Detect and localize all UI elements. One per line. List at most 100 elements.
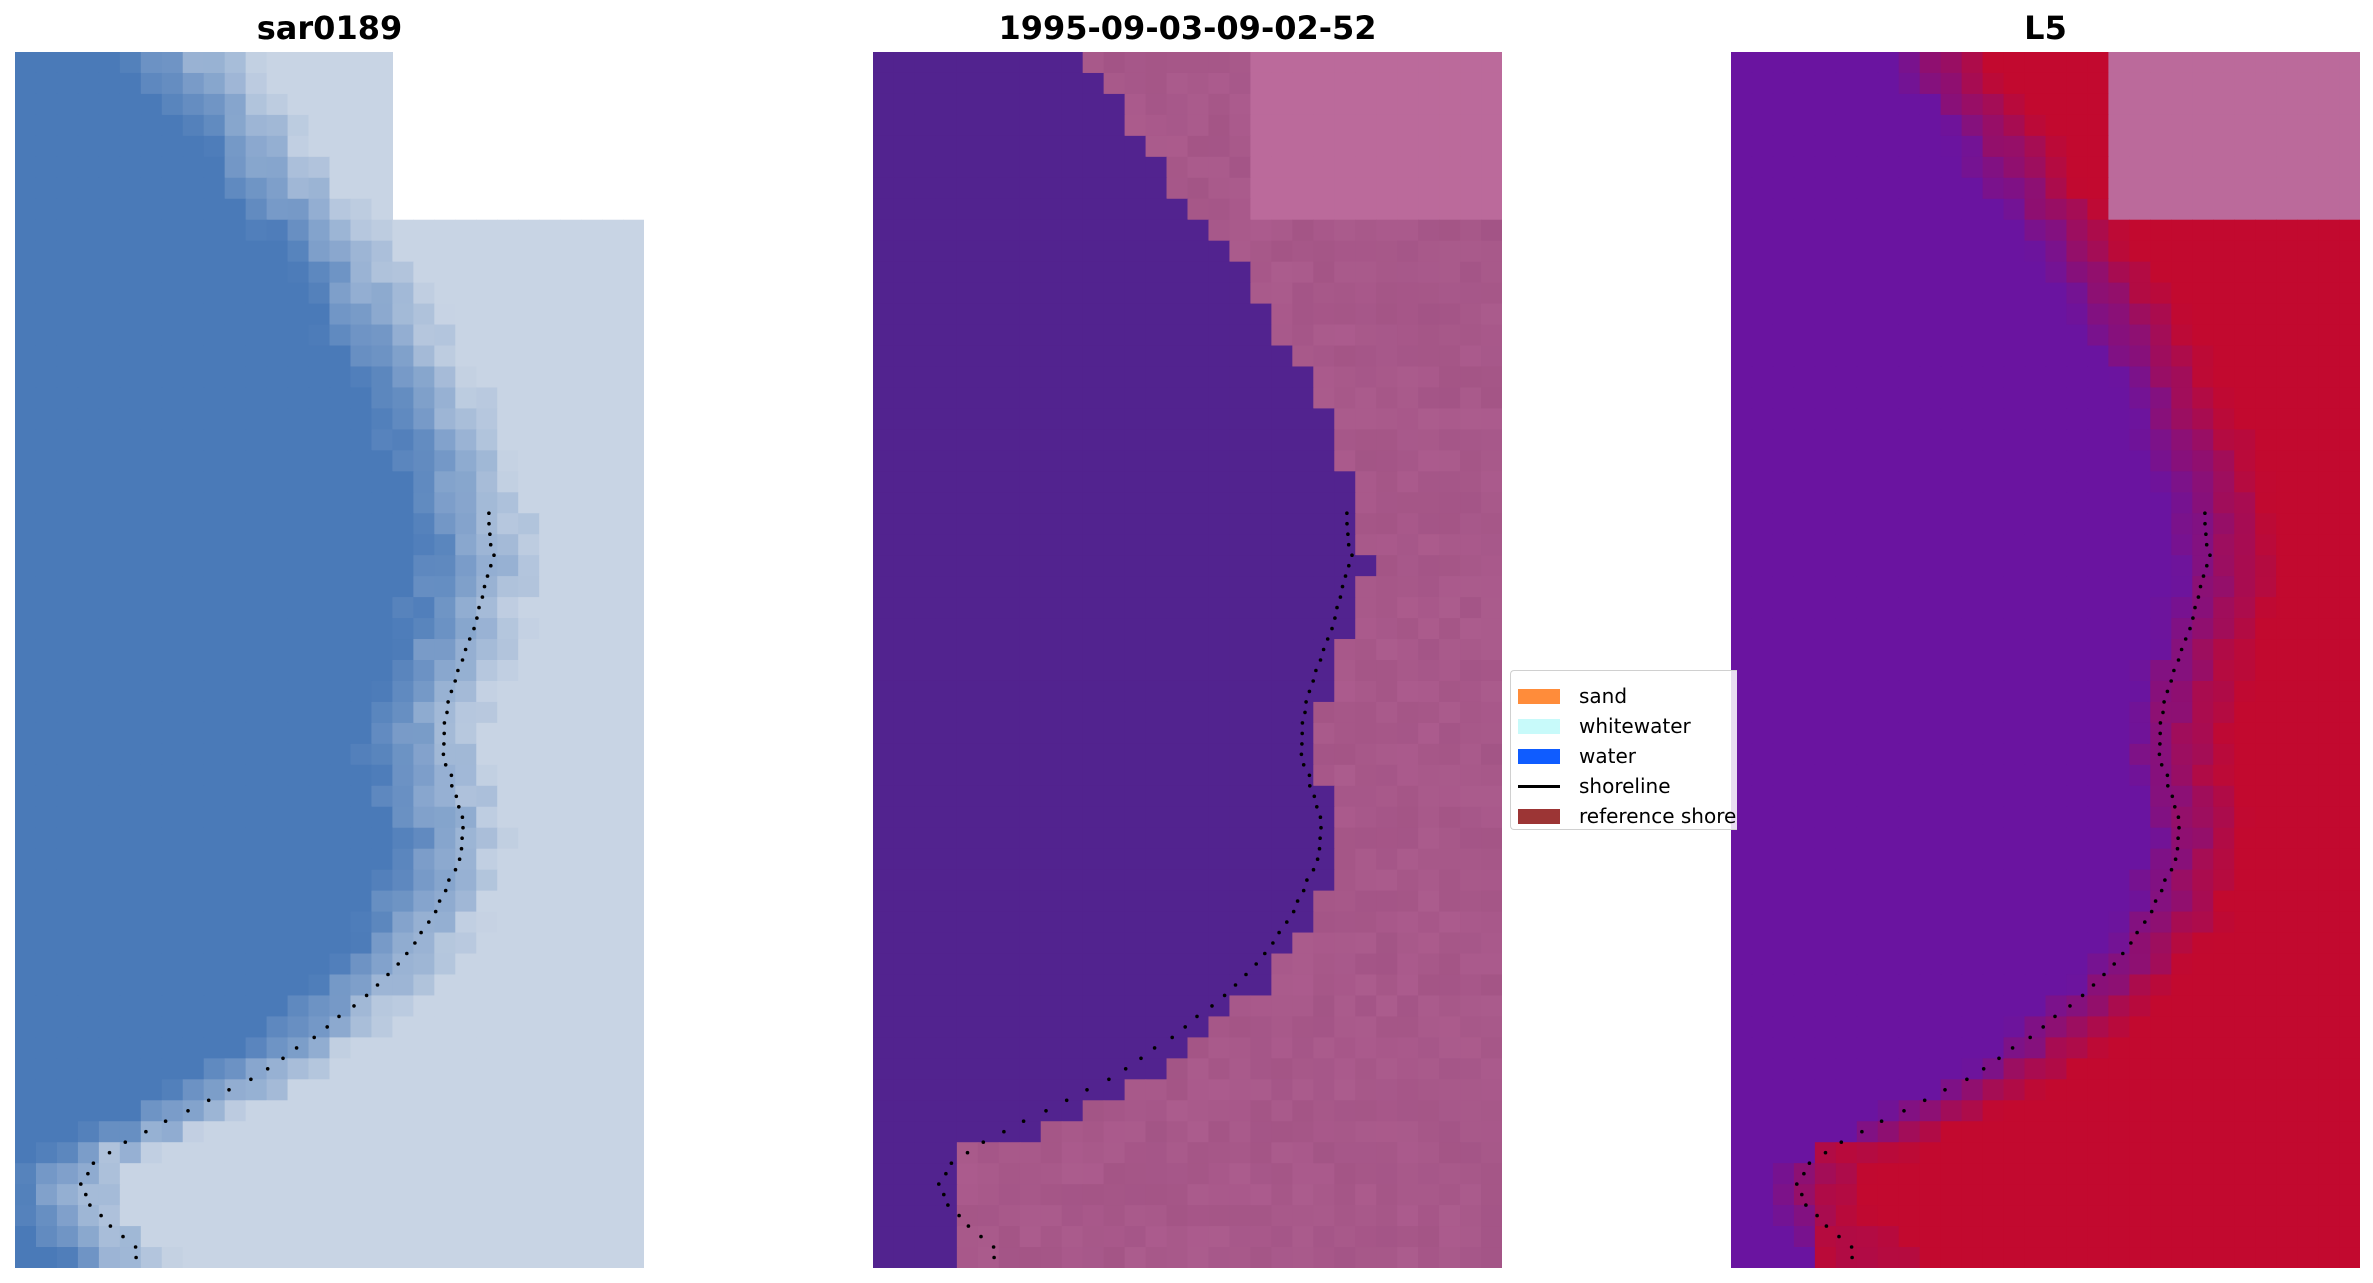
pixel-cell: [56, 1163, 79, 1185]
pixel-cell: [476, 576, 498, 598]
pixel-cell: [581, 240, 603, 263]
pixel-cell: [956, 282, 979, 305]
pixel-cell: [1019, 135, 1042, 158]
pixel-cell: [1166, 597, 1189, 619]
pixel-cell: [434, 1121, 456, 1143]
pixel-cell: [455, 576, 477, 598]
pixel-cell: [140, 974, 163, 997]
pixel-cell: [476, 869, 498, 892]
pixel-cell: [893, 429, 916, 451]
pixel-cell: [1418, 408, 1440, 430]
pixel-cell: [392, 492, 414, 514]
pixel-cell: [1229, 890, 1251, 913]
pixel-cell: [35, 1058, 58, 1080]
pixel-cell: [1376, 1079, 1398, 1101]
pixel-cell: [182, 1226, 205, 1248]
pixel-cell: [977, 701, 1000, 724]
pixel-cell: [15, 1037, 37, 1059]
pixel-cell: [1835, 513, 1858, 535]
pixel-cell: [1376, 869, 1398, 892]
pixel-cell: [1250, 827, 1272, 850]
pixel-cell: [35, 1205, 58, 1227]
pixel-cell: [1208, 156, 1231, 179]
pixel-cell: [1439, 1184, 1461, 1206]
pixel-cell: [350, 1226, 373, 1248]
pixel-cell: [873, 93, 895, 116]
pixel-cell: [2171, 261, 2193, 284]
pixel-cell: [1961, 282, 1984, 305]
pixel-cell: [2255, 387, 2277, 410]
pixel-cell: [1919, 93, 1942, 116]
pixel-cell: [893, 806, 916, 829]
pixel-cell: [581, 576, 603, 598]
pixel-cell: [161, 303, 184, 326]
pixel-cell: [1166, 366, 1189, 389]
pixel-cell: [1124, 576, 1147, 598]
pixel-cell: [1418, 701, 1440, 724]
pixel-cell: [1145, 324, 1168, 347]
pixel-cell: [161, 995, 184, 1018]
pixel-cell: [1187, 1226, 1210, 1248]
pixel-cell: [956, 492, 979, 514]
pixel-cell: [329, 953, 352, 976]
shoreline-point: [457, 857, 462, 861]
pixel-cell: [1061, 261, 1084, 284]
pixel-cell: [119, 639, 142, 661]
pixel-cell: [1334, 932, 1356, 955]
pixel-cell: [350, 618, 373, 640]
pixel-cell: [893, 1058, 916, 1080]
pixel-cell: [182, 534, 205, 556]
pixel-cell: [497, 240, 519, 263]
pixel-cell: [350, 303, 373, 326]
pixel-cell: [308, 177, 331, 200]
pixel-cell: [1877, 387, 1900, 410]
pixel-cell: [1250, 408, 1272, 430]
pixel-cell: [77, 743, 100, 766]
pixel-cell: [2318, 429, 2340, 451]
pixel-cell: [581, 450, 603, 472]
pixel-cell: [1397, 156, 1419, 179]
pixel-cell: [1166, 953, 1189, 976]
pixel-cell: [623, 513, 644, 535]
pixel-cell: [1292, 1058, 1314, 1080]
pixel-cell: [77, 345, 100, 368]
pixel-cell: [1835, 324, 1858, 347]
pixel-cell: [2024, 743, 2047, 766]
pixel-cell: [581, 261, 603, 284]
pixel-cell: [1439, 701, 1461, 724]
pixel-cell: [140, 576, 163, 598]
pixel-cell: [1460, 1100, 1482, 1122]
pixel-cell: [1292, 1079, 1314, 1101]
pixel-cell: [2087, 303, 2109, 326]
pixel-cell: [287, 135, 310, 158]
pixel-cell: [2003, 827, 2026, 850]
pixel-cell: [1061, 1079, 1084, 1101]
pixel-cell: [2087, 282, 2109, 305]
pixel-cell: [119, 1247, 142, 1268]
shoreline-point: [1233, 983, 1238, 987]
pixel-cell: [2213, 995, 2235, 1018]
pixel-cell: [203, 953, 226, 976]
pixel-cell: [56, 114, 79, 137]
pixel-cell: [56, 429, 79, 451]
pixel-cell: [1418, 52, 1440, 74]
pixel-cell: [434, 932, 456, 955]
pixel-cell: [873, 1163, 895, 1185]
pixel-cell: [1460, 639, 1482, 661]
pixel-cell: [1961, 680, 1984, 703]
pixel-cell: [1731, 450, 1753, 472]
pixel-cell: [1460, 261, 1482, 284]
pixel-cell: [1439, 387, 1461, 410]
pixel-cell: [893, 513, 916, 535]
pixel-cell: [161, 282, 184, 305]
pixel-cell: [1439, 1079, 1461, 1101]
pixel-cell: [161, 597, 184, 619]
pixel-cell: [1481, 282, 1502, 305]
pixel-cell: [1082, 639, 1105, 661]
pixel-cell: [560, 534, 582, 556]
pixel-cell: [1731, 408, 1753, 430]
pixel-cell: [1481, 827, 1502, 850]
pixel-cell: [455, 618, 477, 640]
pixel-cell: [15, 156, 37, 179]
pixel-cell: [1835, 114, 1858, 137]
